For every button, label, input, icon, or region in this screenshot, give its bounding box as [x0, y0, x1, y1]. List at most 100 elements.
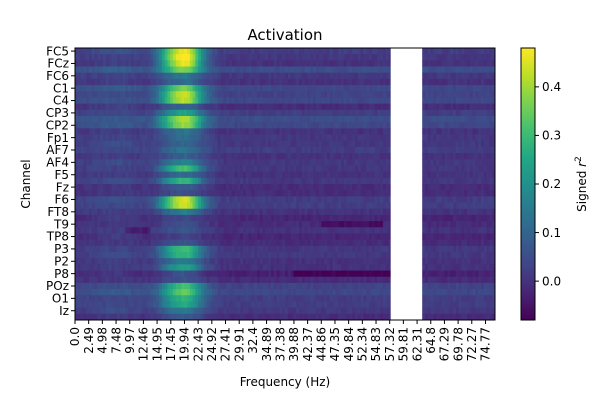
heatmap-cell — [327, 128, 331, 135]
heatmap-cell — [229, 165, 233, 173]
heatmap-cell — [248, 78, 252, 86]
heatmap-cell — [276, 109, 280, 117]
heatmap-cell — [254, 116, 258, 123]
heatmap-cell — [187, 208, 191, 216]
heatmap-cell — [153, 165, 157, 173]
heatmap-cell — [486, 78, 490, 86]
heatmap-cell — [108, 190, 112, 197]
heatmap-cell — [489, 239, 493, 247]
heatmap-cell — [287, 134, 291, 142]
heatmap-cell — [450, 109, 454, 117]
heatmap-cell — [184, 85, 188, 92]
heatmap-cell — [91, 153, 95, 160]
heatmap-cell — [444, 208, 448, 216]
heatmap-cell — [422, 48, 426, 55]
heatmap-cell — [243, 103, 247, 111]
heatmap-cell — [80, 252, 84, 259]
heatmap-cell — [441, 116, 445, 123]
heatmap-cell — [422, 202, 426, 210]
heatmap-cell — [178, 54, 182, 61]
heatmap-cell — [231, 208, 235, 216]
heatmap-cell — [251, 264, 255, 271]
heatmap-cell — [453, 153, 457, 160]
heatmap-cell — [181, 72, 185, 80]
heatmap-cell — [234, 103, 238, 111]
heatmap-cell — [268, 239, 272, 247]
heatmap-cell — [128, 214, 132, 222]
heatmap-cell — [327, 66, 331, 74]
heatmap-cell — [492, 171, 495, 179]
heatmap-cell — [489, 116, 493, 123]
heatmap-cell — [450, 48, 454, 55]
heatmap-cell — [321, 208, 325, 216]
heatmap-cell — [231, 140, 235, 148]
heatmap-cell — [313, 252, 317, 259]
heatmap-cell — [111, 190, 115, 197]
heatmap-cell — [184, 184, 188, 191]
heatmap-cell — [385, 72, 389, 80]
heatmap-cell — [133, 177, 137, 185]
heatmap-cell — [181, 202, 185, 210]
heatmap-cell — [223, 48, 227, 55]
heatmap-cell — [105, 146, 109, 154]
heatmap-cell — [357, 233, 361, 241]
heatmap-cell — [492, 159, 495, 166]
heatmap-cell — [385, 122, 389, 129]
heatmap-cell — [178, 60, 182, 67]
heatmap-cell — [318, 221, 322, 228]
heatmap-cell — [226, 97, 230, 105]
heatmap-cell — [80, 54, 84, 61]
heatmap-cell — [139, 109, 143, 117]
heatmap-cell — [475, 258, 479, 265]
heatmap-cell — [310, 85, 314, 92]
heatmap-cell — [237, 122, 241, 129]
heatmap-cell — [273, 128, 277, 135]
heatmap-cell — [75, 190, 79, 197]
heatmap-cell — [83, 109, 87, 117]
heatmap-cell — [458, 184, 462, 191]
heatmap-cell — [380, 196, 384, 203]
heatmap-cell — [349, 91, 353, 98]
heatmap-cell — [100, 264, 104, 271]
heatmap-cell — [119, 208, 123, 216]
heatmap-cell — [226, 221, 230, 228]
heatmap-cell — [324, 134, 328, 142]
heatmap-cell — [433, 196, 437, 203]
heatmap-cell — [307, 109, 311, 117]
heatmap-cell — [324, 233, 328, 241]
heatmap-cell — [147, 60, 151, 67]
heatmap-cell — [142, 146, 146, 154]
heatmap-cell — [335, 208, 339, 216]
heatmap-cell — [91, 97, 95, 105]
heatmap-cell — [243, 165, 247, 173]
heatmap-cell — [425, 97, 429, 105]
heatmap-cell — [133, 85, 137, 92]
heatmap-cell — [467, 85, 471, 92]
heatmap-cell — [220, 264, 224, 271]
heatmap-cell — [173, 159, 177, 166]
heatmap-cell — [355, 140, 359, 148]
heatmap-cell — [335, 159, 339, 166]
heatmap-cell — [385, 171, 389, 179]
heatmap-cell — [371, 66, 375, 74]
heatmap-cell — [139, 239, 143, 247]
heatmap-cell — [282, 122, 286, 129]
heatmap-cell — [301, 109, 305, 117]
heatmap-cell — [262, 78, 266, 86]
heatmap-cell — [105, 116, 109, 123]
heatmap-cell — [259, 60, 263, 67]
heatmap-cell — [257, 264, 261, 271]
heatmap-cell — [198, 48, 202, 55]
heatmap-cell — [153, 171, 157, 179]
heatmap-cell — [321, 165, 325, 173]
heatmap-cell — [383, 159, 387, 166]
heatmap-cell — [276, 60, 280, 67]
heatmap-cell — [198, 184, 202, 191]
heatmap-cell — [97, 122, 101, 129]
heatmap-cell — [335, 165, 339, 173]
heatmap-cell — [461, 196, 465, 203]
heatmap-cell — [226, 78, 230, 86]
heatmap-cell — [139, 128, 143, 135]
heatmap-cell — [161, 264, 165, 271]
heatmap-cell — [279, 239, 283, 247]
